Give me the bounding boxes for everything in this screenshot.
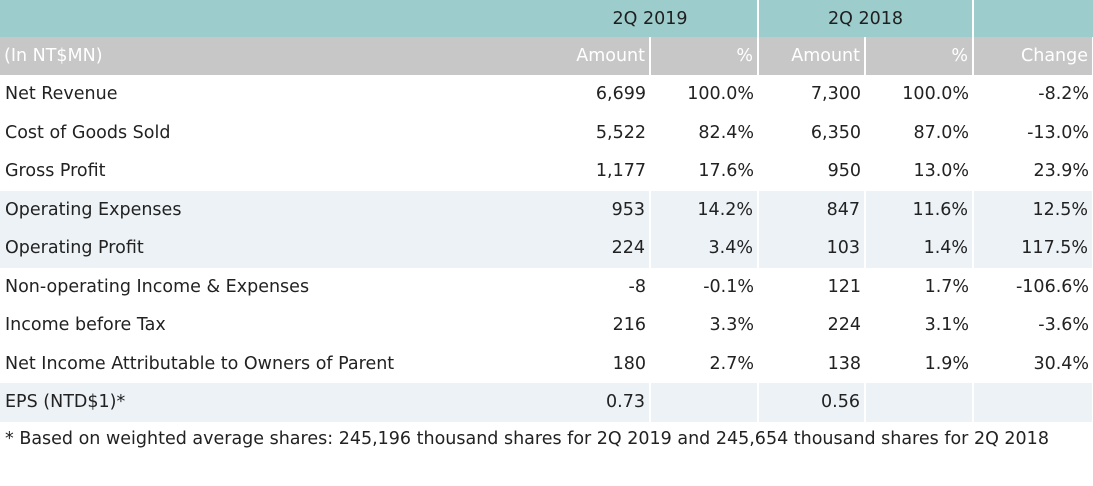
cell-change: 30.4% bbox=[1033, 353, 1090, 374]
row-label: Net Revenue bbox=[5, 84, 118, 105]
footnote: * Based on weighted average shares: 245,… bbox=[5, 428, 1049, 449]
table-row: Non-operating Income & Expenses -8 -0.1%… bbox=[0, 268, 1093, 307]
row-label: Non-operating Income & Expenses bbox=[5, 276, 310, 297]
col-header-change: Change bbox=[973, 37, 1093, 75]
cell-percent-2019: 14.2% bbox=[650, 190, 760, 229]
cell-percent-2019: 100.0% bbox=[687, 84, 755, 105]
cell-amount-2018: 950 bbox=[827, 161, 862, 182]
header-blank-cell bbox=[0, 0, 543, 37]
cell-percent-2018: 11.6% bbox=[865, 190, 975, 229]
period-header-2018: 2Q 2018 bbox=[758, 0, 975, 37]
cell-amount-2019: 5,522 bbox=[595, 122, 646, 143]
table-row: Gross Profit 1,177 17.6% 950 13.0% 23.9% bbox=[0, 152, 1093, 191]
table-row: Operating Expenses 953 14.2% 847 11.6% 1… bbox=[0, 190, 1093, 229]
column-header-row: (In NT$MN) Amount % Amount % Change bbox=[0, 37, 1093, 75]
row-label: Net Income Attributable to Owners of Par… bbox=[5, 353, 395, 374]
table-row: Operating Profit 224 3.4% 103 1.4% 117.5… bbox=[0, 229, 1093, 268]
cell-change: 117.5% bbox=[973, 229, 1093, 268]
cell-percent-2019: 3.4% bbox=[650, 229, 760, 268]
row-label: Income before Tax bbox=[5, 315, 166, 336]
cell-amount-2018: 138 bbox=[827, 353, 862, 374]
income-statement-table: 2Q 2019 2Q 2018 (In NT$MN) Amount % Amou… bbox=[0, 0, 1093, 422]
cell-amount-2018: 847 bbox=[758, 190, 867, 229]
cell-change: -13.0% bbox=[1027, 122, 1090, 143]
cell-percent-2019: -0.1% bbox=[703, 276, 755, 297]
cell-amount-2019: 0.73 bbox=[543, 383, 651, 422]
cell-percent-2019: 2.7% bbox=[709, 353, 755, 374]
cell-percent-2018: 13.0% bbox=[913, 161, 970, 182]
cell-change: -106.6% bbox=[1015, 276, 1090, 297]
col-header-amount-2018: Amount bbox=[758, 37, 867, 75]
col-header-percent-2018: % bbox=[865, 37, 975, 75]
cell-percent-2018: 100.0% bbox=[902, 84, 970, 105]
cell-percent-2019: 82.4% bbox=[698, 122, 755, 143]
col-header-amount-2019: Amount bbox=[543, 37, 651, 75]
cell-amount-2018: 0.56 bbox=[758, 383, 867, 422]
cell-amount-2018: 121 bbox=[827, 276, 862, 297]
table-row: Cost of Goods Sold 5,522 82.4% 6,350 87.… bbox=[0, 114, 1093, 153]
table-row: Net Income Attributable to Owners of Par… bbox=[0, 345, 1093, 384]
cell-amount-2019: 224 bbox=[543, 229, 651, 268]
cell-percent-2018: 1.7% bbox=[924, 276, 970, 297]
cell-amount-2019: 216 bbox=[612, 315, 646, 336]
table-row: Net Revenue 6,699 100.0% 7,300 100.0% -8… bbox=[0, 75, 1093, 114]
cell-percent-2019: 3.3% bbox=[709, 315, 755, 336]
cell-amount-2019: 6,699 bbox=[595, 84, 646, 105]
cell-amount-2018: 224 bbox=[827, 315, 862, 336]
table-row: Income before Tax 216 3.3% 224 3.1% -3.6… bbox=[0, 306, 1093, 345]
cell-change: 12.5% bbox=[973, 190, 1093, 229]
cell-change: -8.2% bbox=[1038, 84, 1090, 105]
cell-percent-2018 bbox=[865, 383, 975, 422]
row-label: Gross Profit bbox=[5, 161, 106, 182]
header-blank-cell bbox=[973, 0, 1093, 37]
cell-amount-2018: 6,350 bbox=[810, 122, 862, 143]
table-row: EPS (NTD$1)* 0.73 0.56 bbox=[0, 383, 1093, 422]
cell-amount-2019: 953 bbox=[543, 190, 651, 229]
cell-percent-2018: 1.4% bbox=[865, 229, 975, 268]
cell-change: 23.9% bbox=[1033, 161, 1090, 182]
unit-label: (In NT$MN) bbox=[0, 37, 543, 75]
col-header-percent-2019: % bbox=[650, 37, 760, 75]
row-label: EPS (NTD$1)* bbox=[0, 383, 543, 422]
cell-amount-2019: -8 bbox=[628, 276, 646, 297]
row-label: Cost of Goods Sold bbox=[5, 122, 171, 143]
period-header-2019: 2Q 2019 bbox=[543, 0, 760, 37]
cell-percent-2018: 87.0% bbox=[913, 122, 970, 143]
cell-percent-2019 bbox=[650, 383, 760, 422]
cell-percent-2019: 17.6% bbox=[698, 161, 755, 182]
cell-amount-2019: 180 bbox=[612, 353, 646, 374]
cell-amount-2019: 1,177 bbox=[595, 161, 646, 182]
cell-amount-2018: 103 bbox=[758, 229, 867, 268]
cell-change bbox=[973, 383, 1093, 422]
period-header-row: 2Q 2019 2Q 2018 bbox=[0, 0, 1093, 37]
row-label: Operating Profit bbox=[0, 229, 543, 268]
cell-percent-2018: 3.1% bbox=[924, 315, 970, 336]
row-label: Operating Expenses bbox=[0, 190, 543, 229]
cell-change: -3.6% bbox=[1038, 315, 1090, 336]
cell-percent-2018: 1.9% bbox=[924, 353, 970, 374]
cell-amount-2018: 7,300 bbox=[810, 84, 862, 105]
